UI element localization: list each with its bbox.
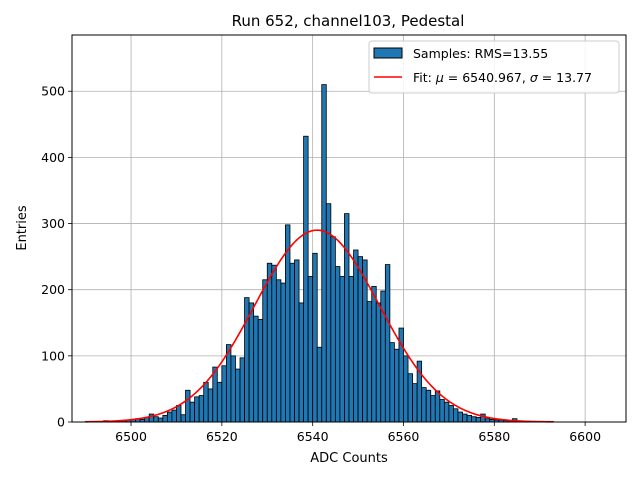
x-tick-label: 6500 [115,429,147,444]
chart-title: Run 652, channel103, Pedestal [232,12,465,30]
histogram-bar [207,388,214,423]
legend-fit-label: Fit: μ = 6540.967, σ = 13.77 [413,70,592,85]
histogram-bar [475,416,482,423]
histogram-bar [248,302,255,423]
histogram-bar [153,416,159,423]
y-tick-label: 400 [41,150,65,165]
histogram-bar [357,256,364,423]
histogram-bar [407,373,413,423]
histogram-bar [271,264,277,423]
histogram-bar [453,408,459,423]
histogram-bar [162,414,168,423]
histogram-bar [257,319,264,423]
y-tick-label: 100 [41,348,65,363]
x-tick-label: 6540 [297,429,329,444]
legend-samples-label: Samples: RMS=13.55 [413,46,548,61]
histogram-bar [394,348,400,423]
y-tick-label: 300 [41,216,65,231]
histogram-bar [316,346,323,423]
legend-fit-sigma-symbol: σ [530,70,539,85]
histogram-bar [253,315,259,423]
histogram-bar [294,259,300,423]
histogram-bar [457,411,463,423]
histogram-bar [239,357,245,423]
histogram-bar [353,249,359,423]
histogram-bar [221,365,227,423]
histogram-bar [212,366,218,423]
x-axis-ticks: 6500 6520 6540 6560 6580 6600 [115,422,601,444]
histogram-bar [348,276,354,423]
histogram-bars [85,84,554,423]
histogram-bar [285,224,291,423]
histogram-bar [448,405,454,423]
histogram-bar [443,401,450,423]
histogram-bar [321,84,327,423]
histogram-bar [180,414,186,423]
legend: Samples: RMS=13.55 Fit: μ = 6540.967, σ … [368,40,620,94]
x-tick-label: 6520 [206,429,238,444]
histogram-bar [371,285,377,423]
plot-frame [71,34,627,423]
legend-fit-mu-symbol: μ [435,70,444,85]
histogram-bar [471,416,477,423]
histogram-bar [412,383,418,423]
histogram-bar [262,279,268,423]
histogram-bar [375,302,382,423]
x-tick-label: 6580 [478,429,510,444]
histogram-bar [421,387,427,423]
histogram-bar [384,264,391,423]
histogram-bar [430,395,436,423]
histogram-bar [362,259,368,423]
histogram-bar [185,389,191,423]
fit-curve [85,229,554,423]
histogram-bar [307,276,314,423]
histogram-bar [439,399,445,423]
histogram-bar [434,390,441,423]
histogram-bar [275,279,282,423]
histogram-bar [403,355,409,423]
histogram-bar [176,405,182,423]
histogram-bar [339,276,345,423]
histogram-bar [280,282,286,423]
histogram-bar [462,413,468,423]
histogram-bar [171,409,177,423]
legend-fit-mu-value: = 6540.967, [444,70,530,85]
histogram-bar [298,302,304,423]
y-tick-label: 500 [41,84,65,99]
histogram-bar [466,414,473,423]
y-tick-label: 200 [41,282,65,297]
histogram-bar [325,203,332,423]
x-tick-label: 6560 [388,429,420,444]
histogram-bar [366,301,373,423]
y-axis-label: Entries [15,205,30,251]
y-axis-ticks: 0 100 200 300 400 500 [41,84,72,430]
histogram-bar [166,411,173,423]
histogram-bar [189,401,196,423]
x-tick-label: 6600 [569,429,601,444]
histogram-bar [330,236,336,423]
y-tick-label: 0 [57,415,65,430]
legend-samples-swatch [373,47,403,59]
legend-fit-sigma-value: = 13.77 [538,70,592,85]
legend-fit-prefix: Fit: [413,70,436,85]
histogram-bar [303,135,309,423]
histogram-bar [334,266,341,423]
x-axis-label: ADC Counts [310,451,388,466]
histogram-bar [425,389,432,423]
histogram-bar [230,355,236,423]
histogram-bar [157,417,164,423]
histogram-bar [389,342,395,423]
histogram-bar [235,368,241,423]
legend-box [368,40,620,94]
histogram-bar [312,252,318,423]
histogram-bar [194,396,200,423]
histogram-bar [198,395,205,423]
histogram-bar [266,262,273,423]
histogram-bar [203,381,209,423]
histogram-bar [225,344,232,423]
histogram-bar [344,213,350,423]
histogram-bar [216,381,223,423]
histogram-bar [289,262,295,423]
